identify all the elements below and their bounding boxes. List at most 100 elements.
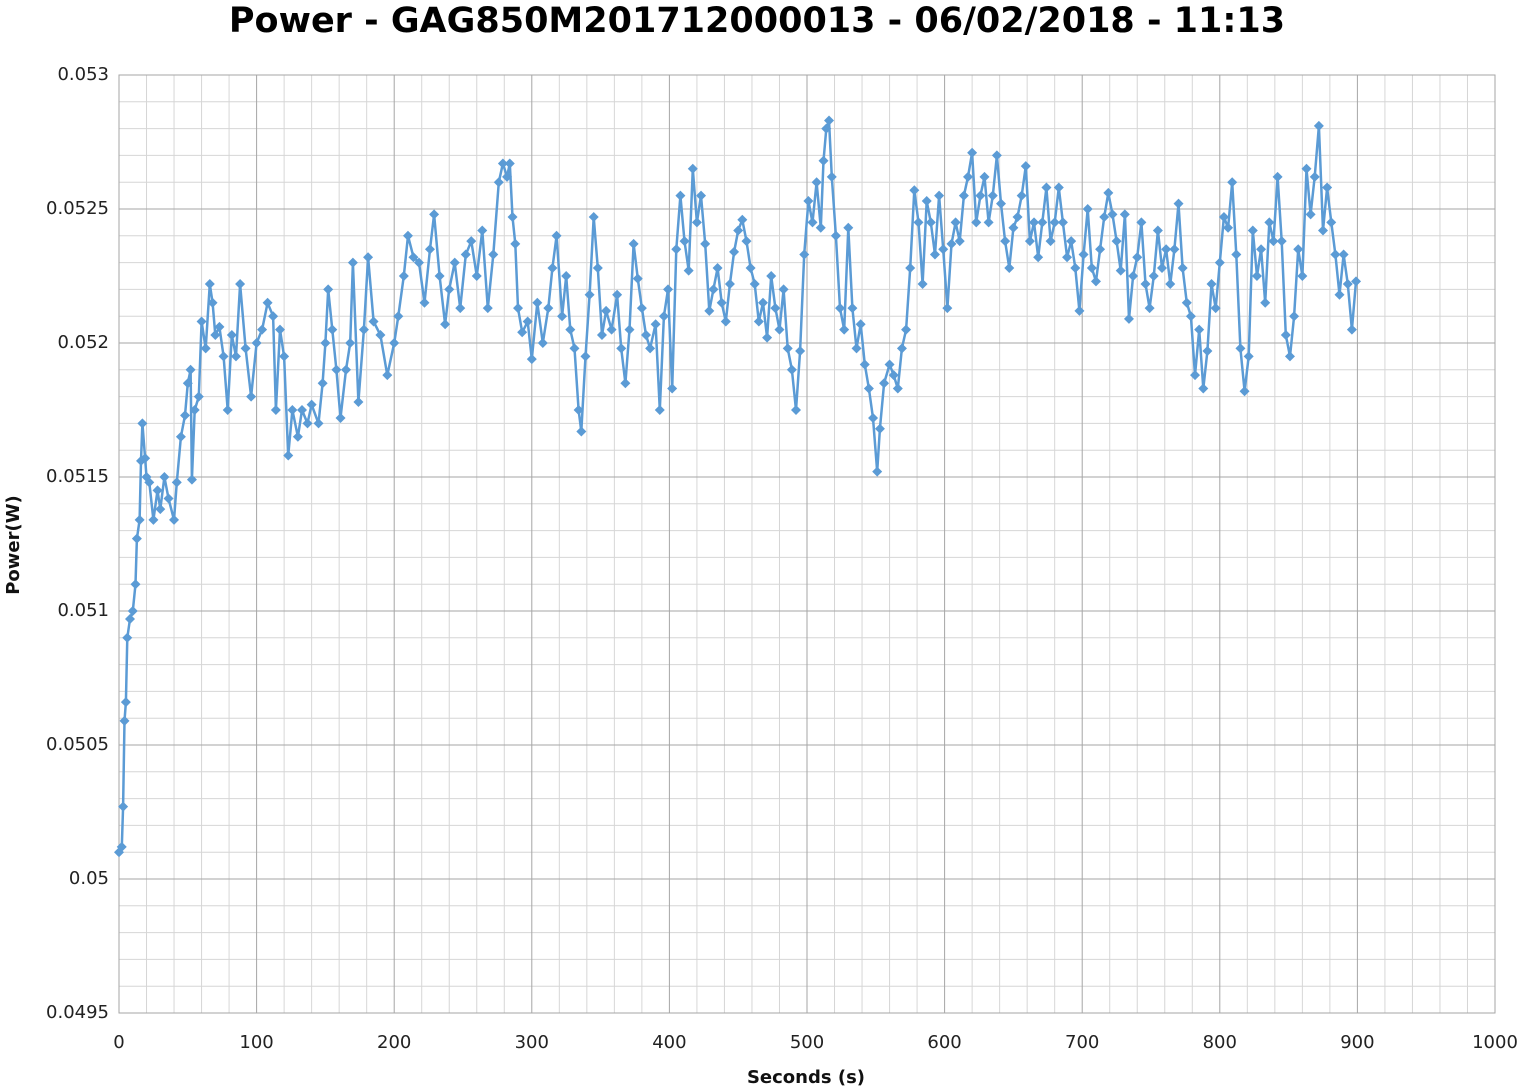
data-point bbox=[1099, 212, 1110, 223]
data-point bbox=[821, 123, 832, 134]
data-point bbox=[297, 405, 308, 415]
data-point bbox=[207, 297, 218, 308]
data-point bbox=[663, 284, 674, 295]
data-point bbox=[1008, 222, 1019, 233]
data-point bbox=[975, 190, 986, 201]
data-point bbox=[592, 262, 603, 273]
data-point bbox=[839, 324, 850, 335]
data-point bbox=[830, 230, 841, 241]
data-point bbox=[733, 225, 744, 236]
data-point bbox=[226, 329, 237, 340]
data-point bbox=[1148, 271, 1159, 281]
data-point bbox=[382, 370, 393, 381]
y-tick-label: 0.05 bbox=[69, 868, 109, 889]
data-point bbox=[375, 329, 386, 340]
data-point bbox=[408, 252, 419, 263]
data-point bbox=[679, 236, 690, 247]
data-point bbox=[543, 303, 554, 314]
data-point bbox=[569, 343, 580, 354]
data-point bbox=[1173, 198, 1184, 209]
data-point bbox=[507, 212, 518, 223]
data-point bbox=[1128, 271, 1139, 281]
data-point bbox=[561, 271, 572, 281]
data-point bbox=[942, 303, 953, 314]
data-point bbox=[1260, 297, 1271, 308]
data-point bbox=[180, 410, 191, 421]
data-point bbox=[1351, 276, 1362, 287]
data-point bbox=[946, 238, 957, 249]
data-point bbox=[1218, 212, 1229, 223]
data-point bbox=[696, 190, 707, 201]
data-point bbox=[279, 351, 290, 362]
data-point bbox=[687, 163, 698, 174]
data-point bbox=[958, 190, 969, 201]
data-point bbox=[1276, 236, 1287, 247]
data-point bbox=[125, 614, 136, 625]
data-point bbox=[576, 426, 587, 437]
data-point bbox=[1157, 262, 1168, 273]
data-point bbox=[1210, 303, 1221, 314]
data-point bbox=[1169, 244, 1180, 255]
data-point bbox=[596, 329, 607, 340]
data-point bbox=[363, 252, 374, 263]
data-point bbox=[368, 316, 379, 327]
data-point bbox=[345, 338, 356, 348]
data-point bbox=[888, 370, 899, 381]
data-point bbox=[393, 311, 404, 322]
data-point bbox=[196, 316, 207, 327]
data-point bbox=[921, 195, 932, 206]
data-point bbox=[879, 378, 890, 389]
data-point bbox=[1198, 383, 1209, 394]
data-point bbox=[413, 257, 424, 268]
x-axis-title: Seconds (s) bbox=[747, 1067, 865, 1088]
data-point bbox=[987, 190, 998, 201]
data-point bbox=[1227, 177, 1238, 188]
data-point bbox=[163, 493, 174, 504]
data-point bbox=[774, 324, 785, 335]
data-point bbox=[513, 303, 524, 314]
data-point bbox=[1330, 249, 1341, 260]
data-point bbox=[901, 324, 912, 335]
data-point bbox=[1342, 279, 1353, 290]
data-point bbox=[1161, 244, 1172, 255]
data-point bbox=[950, 217, 961, 228]
data-point bbox=[745, 262, 756, 273]
data-point bbox=[712, 262, 723, 273]
data-point bbox=[130, 579, 141, 590]
data-point bbox=[127, 606, 138, 616]
data-point bbox=[807, 217, 818, 228]
data-point bbox=[283, 450, 294, 461]
data-point bbox=[440, 319, 451, 330]
data-point bbox=[909, 185, 920, 196]
y-axis-title: Power(W) bbox=[3, 495, 24, 595]
data-point bbox=[148, 514, 159, 525]
plot-border bbox=[118, 74, 1496, 1014]
data-point bbox=[782, 343, 793, 354]
data-point bbox=[896, 343, 907, 354]
data-point bbox=[222, 405, 233, 415]
data-point bbox=[855, 319, 866, 330]
data-point bbox=[218, 351, 229, 362]
data-point bbox=[1016, 190, 1027, 201]
data-point bbox=[720, 316, 731, 327]
data-point bbox=[1251, 271, 1262, 281]
data-point bbox=[762, 332, 773, 343]
data-point bbox=[510, 238, 521, 249]
data-point bbox=[1280, 329, 1291, 340]
data-point bbox=[1132, 252, 1143, 263]
data-point bbox=[757, 297, 768, 308]
x-tick-label: 700 bbox=[1065, 1032, 1099, 1053]
x-tick-label: 500 bbox=[790, 1032, 824, 1053]
data-point bbox=[1119, 209, 1130, 220]
data-point bbox=[327, 324, 338, 335]
data-point bbox=[565, 324, 576, 335]
data-point bbox=[1090, 276, 1101, 287]
data-point bbox=[230, 351, 241, 362]
y-tick-label: 0.053 bbox=[57, 64, 109, 85]
data-point bbox=[1309, 171, 1320, 182]
data-point bbox=[1214, 257, 1225, 268]
data-point bbox=[803, 195, 814, 206]
data-point bbox=[905, 262, 916, 273]
data-point bbox=[641, 329, 652, 340]
